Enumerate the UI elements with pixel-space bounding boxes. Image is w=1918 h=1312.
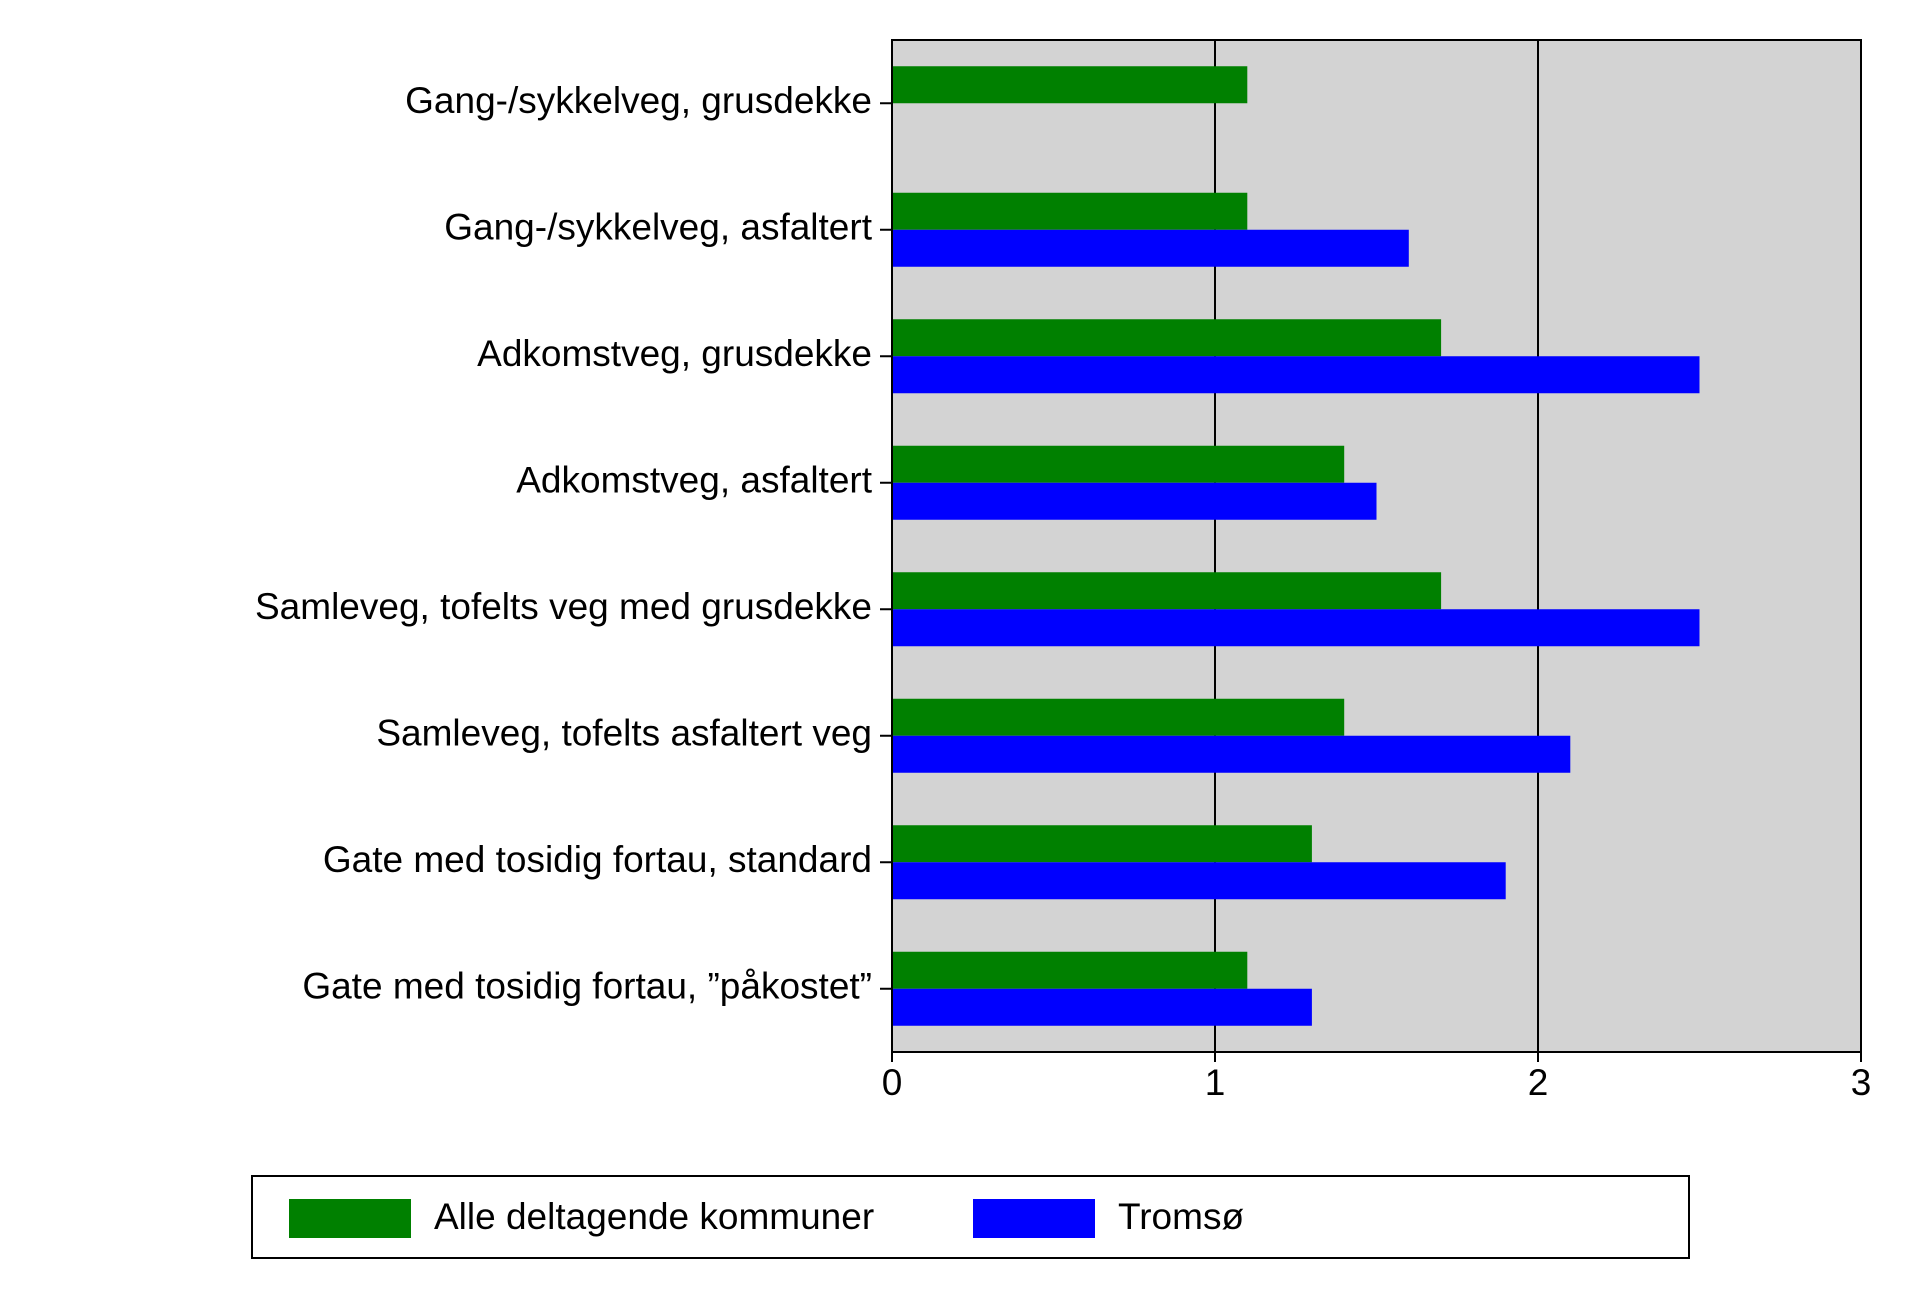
bar	[892, 735, 1571, 773]
bar	[892, 951, 1248, 989]
legend-swatch	[289, 1199, 411, 1238]
bar	[892, 825, 1312, 863]
legend-label: Alle deltagende kommuner	[434, 1196, 874, 1237]
plot-background	[892, 40, 1861, 1052]
plot-frame	[891, 39, 1862, 1053]
bar	[892, 319, 1442, 357]
legend-label: Tromsø	[1118, 1196, 1244, 1237]
bar	[892, 988, 1312, 1026]
legend-box	[251, 1175, 1690, 1259]
bar	[892, 572, 1442, 610]
bar	[892, 229, 1409, 267]
y-tick-label: Samleveg, tofelts asfaltert veg	[376, 713, 872, 754]
y-tick-label: Samleveg, tofelts veg med grusdekke	[255, 586, 872, 627]
bar	[892, 192, 1248, 230]
bar	[892, 356, 1700, 394]
x-tick-label: 1	[1205, 1062, 1226, 1103]
y-tick-label: Gang-/sykkelveg, grusdekke	[405, 80, 872, 121]
x-tick-label: 3	[1851, 1062, 1872, 1103]
y-tick-label: Gate med tosidig fortau, standard	[323, 839, 872, 880]
y-tick-label: Adkomstveg, grusdekke	[477, 333, 872, 374]
x-tick-label: 0	[882, 1062, 903, 1103]
legend-swatch	[973, 1199, 1095, 1238]
y-tick-label: Gate med tosidig fortau, ”påkostet”	[302, 966, 872, 1007]
bar	[892, 862, 1506, 900]
y-tick-label: Gang-/sykkelveg, asfaltert	[444, 207, 872, 248]
bar	[892, 66, 1248, 104]
y-tick-label: Adkomstveg, asfaltert	[516, 460, 872, 501]
bar	[892, 609, 1700, 647]
bar	[892, 445, 1345, 483]
bar	[892, 698, 1345, 736]
x-tick-label: 2	[1528, 1062, 1549, 1103]
bar	[892, 482, 1377, 520]
